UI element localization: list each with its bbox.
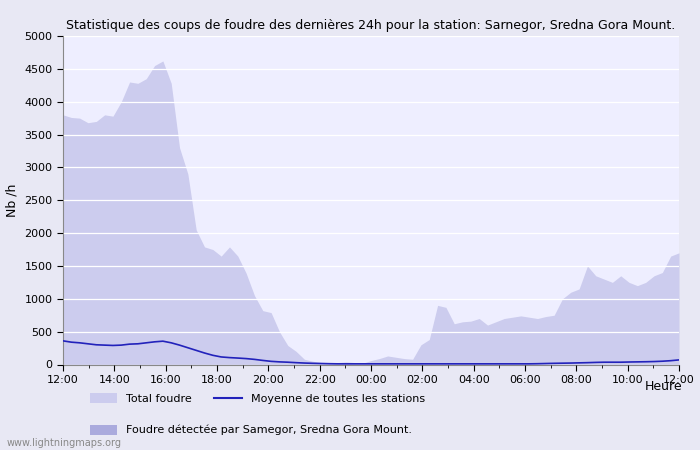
Title: Statistique des coups de foudre des dernières 24h pour la station: Sarnegor, Sre: Statistique des coups de foudre des dern… — [66, 19, 676, 32]
Y-axis label: Nb /h: Nb /h — [6, 184, 19, 217]
Legend: Total foudre, Moyenne de toutes les stations: Total foudre, Moyenne de toutes les stat… — [90, 393, 425, 404]
Legend: Foudre détectée par Samegor, Sredna Gora Mount.: Foudre détectée par Samegor, Sredna Gora… — [90, 425, 412, 436]
Text: Heure: Heure — [645, 380, 682, 393]
Text: www.lightningmaps.org: www.lightningmaps.org — [7, 438, 122, 448]
